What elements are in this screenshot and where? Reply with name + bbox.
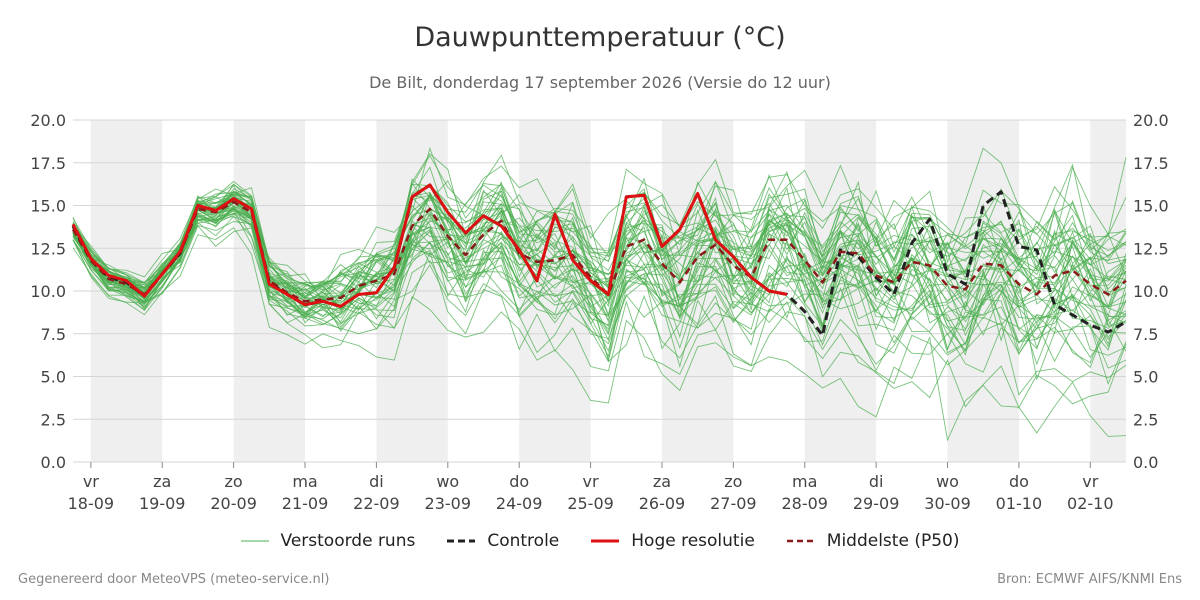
legend-swatch-hires <box>591 539 620 543</box>
ensemble-member-line <box>72 166 1127 297</box>
legend-item-median: Middelste (P50) <box>786 531 960 551</box>
x-tick-date: 25-09 <box>567 494 614 513</box>
x-tick-day: di <box>369 472 384 491</box>
y-tick-label: 15.0 <box>30 197 66 216</box>
legend-swatch-control <box>447 539 476 543</box>
legend-swatch-ensemble <box>240 540 269 542</box>
ensemble-member-line <box>72 205 1127 381</box>
x-axis: vr 18-09 za 19-09 zo 20-09 ma 21-09 di 22-09 wo 23-… <box>68 462 1114 513</box>
x-tick-day: za <box>153 472 171 491</box>
ensemble-member-line <box>72 227 1127 442</box>
median-p50-line <box>71 200 1127 303</box>
x-tick-date: 29-09 <box>853 494 900 513</box>
x-tick-date: 02-10 <box>1067 494 1114 513</box>
ensemble-member-line <box>72 184 1127 301</box>
x-tick-date: 01-10 <box>996 494 1043 513</box>
legend-label-control: Controle <box>487 531 560 551</box>
x-tick-date: 30-09 <box>924 494 971 513</box>
legend: Verstoorde runs Controle Hoge resolutie … <box>0 531 1200 551</box>
y-tick-label: 12.5 <box>30 239 66 258</box>
x-tick-day: zo <box>724 472 742 491</box>
y-tick-label: 10.0 <box>30 282 66 301</box>
x-tick-day: do <box>1009 472 1029 491</box>
main-series-lines <box>71 183 1127 337</box>
y-tick-label-right: 2.5 <box>1133 410 1158 429</box>
x-tick-day: vr <box>83 472 99 491</box>
ensemble-member-line <box>72 209 1127 361</box>
x-tick-date: 26-09 <box>639 494 686 513</box>
x-tick-date: 18-09 <box>68 494 115 513</box>
y-tick-label: 5.0 <box>41 368 66 387</box>
x-tick-day: ma <box>292 472 317 491</box>
control-line <box>71 183 1127 337</box>
ensemble-member-line <box>72 202 1127 324</box>
x-tick-day: di <box>869 472 884 491</box>
chart-subtitle: De Bilt, donderdag 17 september 2026 (Ve… <box>369 73 831 92</box>
y-tick-label-right: 0.0 <box>1133 453 1158 472</box>
ensemble-member-line <box>72 210 1127 373</box>
y-tick-label-right: 12.5 <box>1133 239 1169 258</box>
y-tick-label: 7.5 <box>41 325 66 344</box>
y-tick-label-right: 17.5 <box>1133 154 1169 173</box>
x-tick-day: vr <box>1082 472 1098 491</box>
x-tick-date: 27-09 <box>710 494 757 513</box>
y-tick-label: 0.0 <box>41 453 66 472</box>
x-tick-day: vr <box>583 472 599 491</box>
high-resolution-line <box>71 183 788 308</box>
x-tick-day: wo <box>936 472 959 491</box>
y-tick-label-right: 10.0 <box>1133 282 1169 301</box>
ensemble-member-line <box>72 208 1127 369</box>
legend-item-control: Controle <box>447 531 559 551</box>
x-tick-date: 19-09 <box>139 494 186 513</box>
y-tick-label-right: 5.0 <box>1133 368 1158 387</box>
legend-label-hires: Hoge resolutie <box>631 531 755 551</box>
legend-item-hires: Hoge resolutie <box>591 531 755 551</box>
legend-swatch-median <box>786 539 815 543</box>
x-tick-day: do <box>509 472 529 491</box>
legend-label-ensemble: Verstoorde runs <box>280 531 416 551</box>
ensemble-member-line <box>72 225 1127 409</box>
x-tick-date: 24-09 <box>496 494 543 513</box>
y-axis-left: 0.0 2.5 5.0 7.5 10.0 12.5 15.0 17.5 20.0 <box>30 111 66 472</box>
legend-item-ensemble: Verstoorde runs <box>240 531 416 551</box>
footer-source: Bron: ECMWF AIFS/KNMI Ens <box>997 572 1182 587</box>
ensemble-member-line <box>72 184 1127 311</box>
y-tick-label: 17.5 <box>30 154 66 173</box>
x-tick-day: zo <box>225 472 243 491</box>
ensemble-lines <box>72 146 1127 442</box>
x-tick-date: 20-09 <box>210 494 257 513</box>
ensemble-member-line <box>72 215 1127 396</box>
ensemble-member-line <box>72 154 1127 305</box>
y-tick-label: 2.5 <box>41 410 66 429</box>
x-tick-date: 23-09 <box>425 494 472 513</box>
x-tick-day: ma <box>792 472 817 491</box>
y-axis-right: 0.0 2.5 5.0 7.5 10.0 12.5 15.0 17.5 20.0 <box>1133 111 1169 472</box>
chart-title: Dauwpunttemperatuur (°C) <box>414 22 786 53</box>
x-tick-date: 28-09 <box>781 494 828 513</box>
ensemble-member-line <box>72 178 1127 288</box>
y-tick-label-right: 20.0 <box>1133 111 1169 130</box>
ensemble-member-line <box>72 208 1126 364</box>
y-tick-label-right: 7.5 <box>1133 325 1158 344</box>
ensemble-member-line <box>72 221 1127 386</box>
ensemble-member-line <box>72 206 1127 356</box>
ensemble-member-line <box>72 146 1127 288</box>
ensemble-member-line <box>72 179 1127 291</box>
x-tick-date: 22-09 <box>353 494 400 513</box>
y-tick-label: 20.0 <box>30 111 66 130</box>
legend-label-median: Middelste (P50) <box>826 531 960 551</box>
y-tick-label-right: 15.0 <box>1133 197 1169 216</box>
x-tick-day: wo <box>436 472 459 491</box>
x-tick-date: 21-09 <box>282 494 329 513</box>
footer-generated-by: Gegenereerd door MeteoVPS (meteo-service… <box>18 572 330 587</box>
x-tick-day: za <box>653 472 671 491</box>
